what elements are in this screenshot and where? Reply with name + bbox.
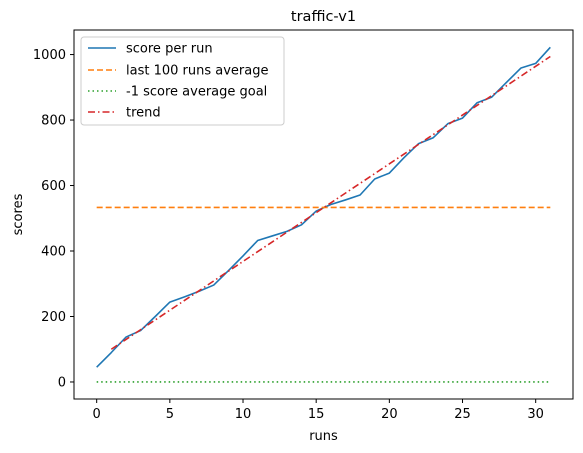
x-tick-label: 15 xyxy=(308,407,325,422)
plot-frame xyxy=(73,29,574,400)
legend-label-trend: trend xyxy=(126,106,161,121)
legend: score per run last 100 runs average -1 s… xyxy=(80,36,285,126)
x-tick-label: 5 xyxy=(166,407,174,422)
x-tick-label: 10 xyxy=(235,407,252,422)
x-tick-label: 20 xyxy=(381,407,398,422)
y-tick-label: 400 xyxy=(41,245,66,260)
x-axis-label: runs xyxy=(309,429,338,444)
y-tick-label: 0 xyxy=(58,375,66,390)
x-tick-label: 25 xyxy=(454,407,471,422)
series-line-trend xyxy=(110,55,551,350)
plot-lines xyxy=(96,46,551,383)
y-tick-label: 1000 xyxy=(33,48,66,63)
y-tick-label: 800 xyxy=(41,114,66,129)
legend-box xyxy=(80,36,285,126)
x-axis: 0 5 10 15 20 25 30 xyxy=(93,399,544,422)
x-tick-label: 30 xyxy=(527,407,544,422)
y-axis: 0 200 400 600 800 1000 xyxy=(33,48,74,390)
legend-label-last-100-runs-average: last 100 runs average xyxy=(126,64,268,79)
x-tick-label: 0 xyxy=(93,407,101,422)
legend-label-score-average-goal: -1 score average goal xyxy=(126,85,267,100)
y-axis-label: scores xyxy=(11,193,26,235)
y-tick-label: 600 xyxy=(41,179,66,194)
y-tick-label: 200 xyxy=(41,310,66,325)
legend-label-score-per-run: score per run xyxy=(126,42,213,57)
chart-title: traffic-v1 xyxy=(291,9,356,25)
